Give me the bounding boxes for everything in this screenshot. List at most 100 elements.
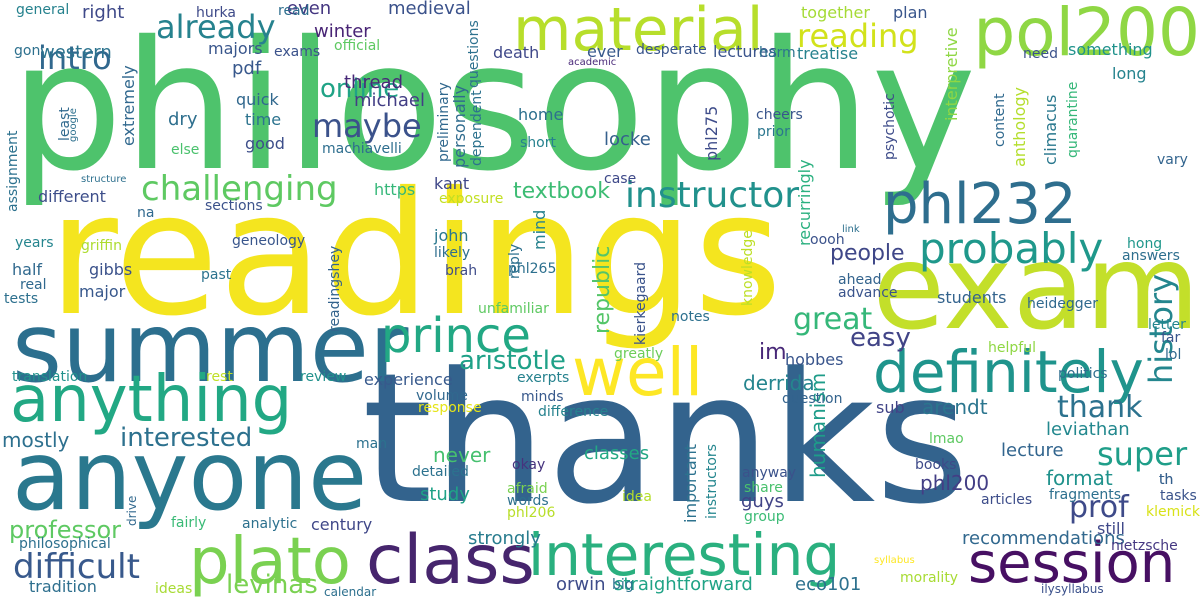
cloud-word: death bbox=[493, 43, 540, 62]
cloud-word: group bbox=[744, 509, 785, 525]
cloud-word: already bbox=[156, 8, 276, 46]
cloud-word: response bbox=[418, 400, 482, 416]
cloud-word: nietzsche bbox=[1111, 538, 1178, 554]
cloud-word: idea bbox=[622, 489, 652, 505]
cloud-word: years bbox=[15, 235, 54, 251]
cloud-word: notes bbox=[671, 309, 710, 325]
cloud-word: dry bbox=[168, 109, 198, 130]
cloud-word: klemick bbox=[1146, 504, 1200, 520]
cloud-word: lecture bbox=[1001, 440, 1064, 461]
cloud-word: phl200 bbox=[920, 471, 990, 495]
cloud-word: th bbox=[1159, 472, 1174, 488]
cloud-word: rest bbox=[206, 369, 233, 385]
cloud-word: hurka bbox=[196, 5, 236, 21]
cloud-word: difference bbox=[538, 404, 609, 420]
cloud-word: levinas bbox=[226, 570, 318, 600]
cloud-word: western bbox=[40, 42, 112, 63]
cloud-word: past bbox=[201, 267, 232, 283]
cloud-word: different bbox=[38, 187, 106, 206]
cloud-word: exposure bbox=[439, 191, 504, 207]
cloud-word: readingshey bbox=[327, 246, 343, 333]
cloud-word: humanism bbox=[806, 372, 830, 478]
cloud-word: still bbox=[1097, 519, 1125, 538]
cloud-word: books bbox=[915, 457, 957, 473]
cloud-word: ever bbox=[587, 42, 623, 61]
cloud-word: anyway bbox=[742, 465, 797, 481]
cloud-word: winter bbox=[314, 21, 371, 42]
cloud-word: pol200 bbox=[973, 0, 1200, 71]
cloud-word: lmao bbox=[929, 431, 964, 447]
cloud-word: orwin bbox=[556, 574, 606, 595]
cloud-word: classes bbox=[584, 443, 650, 464]
cloud-word: personally bbox=[450, 84, 469, 168]
cloud-word: volume bbox=[416, 388, 468, 404]
cloud-word: na bbox=[137, 205, 155, 221]
cloud-word: experience bbox=[364, 370, 453, 389]
cloud-word: philosophical bbox=[19, 536, 111, 552]
cloud-word: exams bbox=[274, 44, 321, 60]
cloud-word: question bbox=[782, 391, 843, 407]
cloud-word: drive bbox=[125, 495, 139, 526]
cloud-word: https bbox=[374, 180, 416, 199]
cloud-word: strongly bbox=[468, 528, 541, 549]
cloud-word: tasks bbox=[1160, 488, 1197, 504]
cloud-word: major bbox=[79, 282, 126, 301]
cloud-word: instructor bbox=[625, 175, 800, 216]
cloud-word: interpretive bbox=[942, 27, 961, 122]
cloud-word: psychotic bbox=[882, 92, 898, 160]
cloud-word: tests bbox=[4, 291, 39, 307]
cloud-word: knowledge bbox=[740, 229, 756, 306]
cloud-word: medieval bbox=[388, 0, 471, 19]
cloud-word: guys bbox=[741, 491, 784, 512]
cloud-word: prince bbox=[381, 308, 531, 364]
cloud-word: locke bbox=[604, 129, 651, 150]
cloud-word: gon bbox=[14, 43, 41, 59]
cloud-word: pdf bbox=[232, 58, 262, 79]
cloud-word: right bbox=[82, 2, 125, 23]
cloud-word: phl206 bbox=[507, 505, 556, 521]
cloud-word: th bbox=[1159, 472, 1174, 488]
cloud-word: fragments bbox=[1049, 487, 1122, 503]
cloud-word: translation bbox=[12, 369, 88, 385]
cloud-word: calendar bbox=[324, 585, 377, 599]
cloud-word: advance bbox=[838, 285, 898, 301]
cloud-word: super bbox=[1097, 435, 1188, 473]
cloud-word: extremely bbox=[119, 65, 138, 147]
cloud-word: vary bbox=[1157, 152, 1188, 168]
cloud-word: long bbox=[1112, 64, 1147, 83]
cloud-word: kierkegaard bbox=[633, 262, 649, 346]
cloud-word: thread bbox=[344, 72, 404, 93]
cloud-word: sub bbox=[876, 398, 905, 417]
cloud-word: fairly bbox=[171, 515, 207, 531]
cloud-word: ilysyllabus bbox=[1041, 582, 1104, 596]
cloud-word: thanks bbox=[362, 335, 970, 544]
cloud-word: general bbox=[16, 2, 70, 18]
cloud-word: treatise bbox=[797, 44, 859, 63]
cloud-word: quarantine bbox=[1065, 81, 1081, 158]
cloud-word: great bbox=[793, 302, 873, 337]
cloud-word: likely bbox=[434, 245, 471, 261]
cloud-word: leviathan bbox=[1046, 419, 1130, 440]
cloud-word: read bbox=[278, 3, 310, 19]
cloud-word: summer bbox=[12, 292, 409, 404]
cloud-word: interested bbox=[120, 423, 253, 453]
cloud-word: lol bbox=[1165, 347, 1182, 363]
cloud-word: format bbox=[1046, 466, 1113, 490]
cloud-word: anyone bbox=[12, 420, 368, 532]
cloud-word: anthology bbox=[1010, 87, 1029, 168]
cloud-word: challenging bbox=[141, 169, 338, 209]
cloud-word: structure bbox=[81, 174, 127, 185]
cloud-word: online bbox=[320, 74, 400, 104]
cloud-word: anything bbox=[10, 363, 293, 437]
cloud-word: aristotle bbox=[459, 346, 566, 376]
cloud-word: home bbox=[518, 105, 564, 124]
cloud-word: syllabus bbox=[874, 555, 915, 566]
cloud-word: majors bbox=[208, 39, 263, 58]
cloud-word: exam bbox=[872, 218, 1200, 356]
cloud-word: exerpts bbox=[517, 370, 570, 386]
cloud-word: gibbs bbox=[89, 260, 133, 279]
cloud-word: derrida bbox=[743, 371, 815, 395]
cloud-word: philosophy bbox=[10, 3, 977, 210]
cloud-word: century bbox=[311, 515, 373, 534]
